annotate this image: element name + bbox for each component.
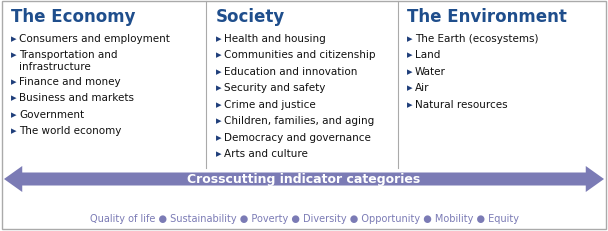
Text: Health and housing: Health and housing (224, 34, 325, 44)
Text: ▸: ▸ (216, 116, 221, 126)
Text: Finance and money: Finance and money (19, 77, 121, 87)
Text: ▸: ▸ (216, 83, 221, 93)
Text: Air: Air (415, 83, 430, 93)
Text: Education and innovation: Education and innovation (224, 67, 357, 77)
Text: Crosscutting indicator categories: Crosscutting indicator categories (187, 173, 421, 186)
Text: The world economy: The world economy (19, 126, 122, 136)
Text: ▸: ▸ (216, 67, 221, 77)
Text: The Economy: The Economy (12, 8, 136, 26)
Text: ▸: ▸ (216, 149, 221, 159)
Text: Land: Land (415, 50, 440, 60)
Text: Government: Government (19, 109, 85, 119)
Polygon shape (4, 166, 604, 192)
Text: ▸: ▸ (216, 132, 221, 142)
Text: Children, families, and aging: Children, families, and aging (224, 116, 374, 126)
Text: ▸: ▸ (407, 100, 413, 109)
Text: Transportation and: Transportation and (19, 50, 118, 60)
Text: Security and safety: Security and safety (224, 83, 325, 93)
Text: ▸: ▸ (216, 34, 221, 44)
Text: ▸: ▸ (12, 93, 17, 103)
Text: Business and markets: Business and markets (19, 93, 134, 103)
Text: ▸: ▸ (12, 126, 17, 136)
Text: ▸: ▸ (12, 77, 17, 87)
Text: ▸: ▸ (216, 100, 221, 109)
Text: ▸: ▸ (407, 50, 413, 60)
Text: infrastructure: infrastructure (19, 62, 91, 72)
Text: The Earth (ecosystems): The Earth (ecosystems) (415, 34, 539, 44)
Text: Crime and justice: Crime and justice (224, 100, 316, 109)
Text: Water: Water (415, 67, 446, 77)
Text: Society: Society (216, 8, 285, 26)
Text: ▸: ▸ (12, 109, 17, 119)
Text: ▸: ▸ (216, 50, 221, 60)
Text: ▸: ▸ (12, 50, 17, 60)
Text: Arts and culture: Arts and culture (224, 149, 308, 159)
Text: Communities and citizenship: Communities and citizenship (224, 50, 375, 60)
Text: ▸: ▸ (407, 67, 413, 77)
Text: Natural resources: Natural resources (415, 100, 508, 109)
Text: Democracy and governance: Democracy and governance (224, 132, 370, 142)
Text: Quality of life ● Sustainability ● Poverty ● Diversity ● Opportunity ● Mobility : Quality of life ● Sustainability ● Pover… (89, 213, 519, 223)
Text: The Environment: The Environment (407, 8, 567, 26)
Text: ▸: ▸ (407, 34, 413, 44)
Text: ▸: ▸ (12, 34, 17, 44)
Text: ▸: ▸ (407, 83, 413, 93)
Text: Consumers and employment: Consumers and employment (19, 34, 170, 44)
